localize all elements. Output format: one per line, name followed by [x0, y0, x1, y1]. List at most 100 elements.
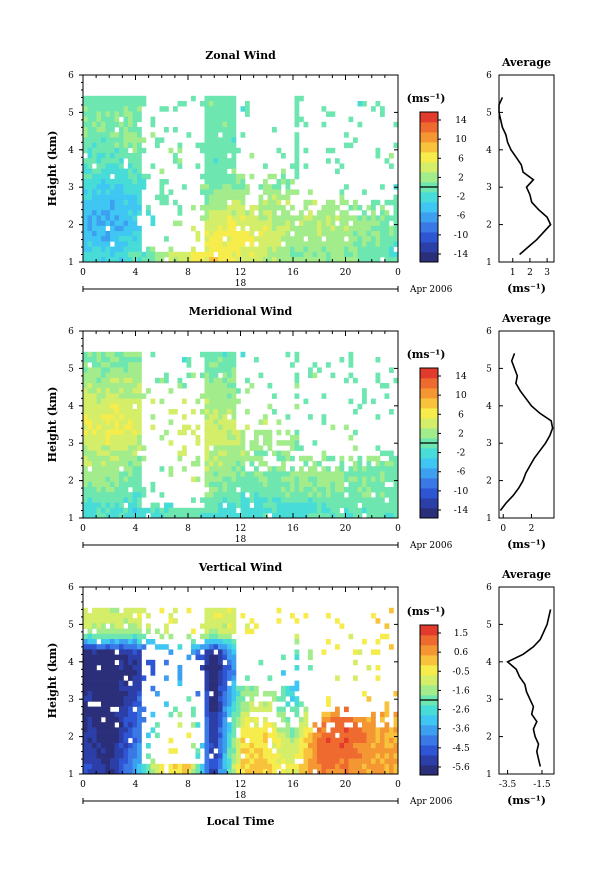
- heatmap-cell: [177, 644, 183, 650]
- heatmap-cell: [105, 236, 111, 242]
- heatmap-cell: [204, 205, 210, 211]
- heatmap-cell: [209, 649, 214, 655]
- average-x-tick-label: 0: [500, 524, 506, 534]
- heatmap-cell: [204, 153, 210, 159]
- heatmap-cell: [353, 507, 358, 514]
- colorbar-swatch: [420, 665, 438, 676]
- heatmap-cell: [92, 351, 97, 358]
- heatmap-cell: [240, 513, 246, 519]
- heatmap-cell: [96, 168, 102, 175]
- heatmap-cell: [110, 199, 115, 206]
- heatmap-cell: [218, 173, 223, 180]
- heatmap-cell: [227, 706, 232, 713]
- heatmap-cell: [240, 220, 246, 227]
- heatmap-cell: [222, 706, 228, 713]
- heatmap-cell: [87, 706, 93, 713]
- heatmap-cell: [375, 241, 381, 247]
- heatmap-cell: [83, 409, 88, 415]
- heatmap-cell: [344, 132, 349, 138]
- heatmap-cell: [290, 362, 295, 368]
- heatmap-cell: [92, 711, 97, 718]
- heatmap-cell: [128, 513, 133, 519]
- heatmap-cell: [114, 769, 120, 775]
- heatmap-cell: [258, 246, 264, 253]
- y-tick-label: 2: [68, 221, 74, 231]
- heatmap-cell: [231, 414, 237, 420]
- colorbar-tick-label: 10: [455, 391, 467, 401]
- heatmap-cell: [132, 215, 138, 221]
- heatmap-cell: [344, 748, 349, 754]
- heatmap-cell: [146, 659, 151, 666]
- heatmap-cell: [209, 696, 214, 702]
- heatmap-cell: [83, 717, 88, 723]
- heatmap-cell: [317, 220, 322, 227]
- heatmap-cell: [267, 492, 273, 498]
- heatmap-cell: [119, 362, 124, 368]
- heatmap-cell: [101, 398, 106, 405]
- heatmap-cell: [83, 362, 88, 368]
- heatmap-cell: [101, 670, 106, 676]
- heatmap-cell: [294, 121, 300, 128]
- heatmap-cell: [213, 455, 219, 462]
- heatmap-cell: [128, 476, 133, 483]
- heatmap-cell: [227, 471, 232, 477]
- heatmap-cell: [128, 163, 133, 169]
- heatmap-cell: [393, 257, 399, 263]
- heatmap-cell: [114, 173, 120, 180]
- heatmap-cell: [330, 507, 336, 514]
- heatmap-cell: [227, 403, 232, 410]
- heatmap-cell: [204, 199, 210, 206]
- heatmap-cell: [375, 497, 381, 503]
- heatmap-cell: [267, 184, 273, 190]
- heatmap-cell: [209, 654, 214, 661]
- heatmap-cell: [245, 481, 250, 488]
- heatmap-cell: [222, 748, 228, 754]
- heatmap-cell: [101, 372, 106, 379]
- heatmap-cell: [357, 236, 363, 242]
- heatmap-cell: [213, 680, 219, 687]
- heatmap-cell: [191, 372, 196, 379]
- heatmap-cell: [335, 743, 340, 749]
- heatmap-cell: [258, 450, 264, 457]
- heatmap-cell: [312, 492, 318, 498]
- heatmap-cell: [294, 763, 300, 770]
- heatmap-cell: [393, 711, 399, 718]
- heatmap-cell: [96, 487, 102, 493]
- heatmap-cell: [254, 435, 259, 441]
- heatmap-cell: [177, 101, 183, 107]
- heatmap-cell: [312, 748, 318, 754]
- heatmap-cell: [393, 377, 399, 384]
- heatmap-cell: [366, 717, 372, 723]
- heatmap-cell: [119, 471, 124, 477]
- heatmap-cell: [285, 743, 291, 749]
- heatmap-cell: [227, 769, 232, 775]
- heatmap-cell: [200, 497, 205, 503]
- heatmap-cell: [222, 717, 228, 723]
- heatmap-cell: [87, 758, 93, 765]
- x-axis-label: Local Time: [207, 815, 275, 828]
- heatmap-cell: [209, 440, 214, 446]
- heatmap-cell: [330, 231, 336, 237]
- heatmap-cell: [227, 659, 232, 666]
- heatmap-cell: [137, 481, 142, 488]
- heatmap-cell: [96, 147, 102, 154]
- heatmap-cell: [393, 743, 399, 749]
- heatmap-cell: [96, 127, 102, 133]
- heatmap-cell: [87, 675, 93, 681]
- heatmap-cell: [213, 388, 219, 394]
- heatmap-cell: [191, 628, 196, 635]
- average-y-tick-label: 2: [486, 221, 492, 231]
- heatmap-cell: [119, 132, 124, 138]
- heatmap-cell: [330, 748, 336, 754]
- heatmap-cell: [258, 753, 264, 759]
- heatmap-cell: [191, 706, 196, 713]
- heatmap-cell: [267, 173, 273, 180]
- heatmap-cell: [375, 763, 381, 770]
- heatmap-cell: [236, 241, 241, 247]
- heatmap-cell: [132, 236, 138, 242]
- average-x-tick-label: 3: [544, 268, 550, 278]
- heatmap-cell: [317, 471, 322, 477]
- heatmap-cell: [119, 659, 124, 666]
- heatmap-cell: [393, 481, 399, 488]
- heatmap-cell: [137, 613, 142, 619]
